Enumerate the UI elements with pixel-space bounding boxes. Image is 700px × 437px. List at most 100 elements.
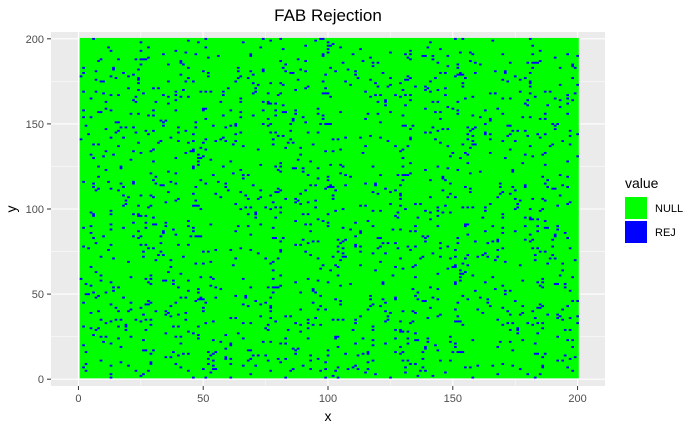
heatmap-cell-rej xyxy=(439,242,442,245)
heatmap-cell-rej xyxy=(464,225,467,228)
heatmap-cell-rej xyxy=(94,242,98,245)
heatmap-cell-rej xyxy=(404,371,407,374)
heatmap-cell-rej xyxy=(204,322,208,325)
heatmap-cell-rej xyxy=(561,184,565,187)
heatmap-cell-rej xyxy=(194,300,198,302)
heatmap-cell-rej xyxy=(89,211,93,214)
heatmap-cell-rej xyxy=(102,155,105,158)
heatmap-cell-rej xyxy=(281,237,285,239)
heatmap-cell-rej xyxy=(386,242,390,245)
heatmap-cell-rej xyxy=(324,87,327,90)
heatmap-cell-rej xyxy=(154,182,158,185)
heatmap-cell-rej xyxy=(274,114,278,117)
heatmap-cell-rej xyxy=(251,354,255,357)
heatmap-cell-rej xyxy=(546,262,550,265)
heatmap-cell-rej xyxy=(271,226,275,229)
heatmap-cell-rej xyxy=(339,300,342,302)
heatmap-cell-rej xyxy=(234,123,238,125)
heatmap-cell-rej xyxy=(424,347,427,350)
heatmap-cell-rej xyxy=(152,114,155,117)
heatmap-cell-rej xyxy=(384,187,387,190)
heatmap-cell-rej xyxy=(301,167,305,170)
heatmap-cell-rej xyxy=(366,368,370,371)
heatmap-cell-rej xyxy=(371,344,375,347)
heatmap-cell-rej xyxy=(431,126,435,129)
heatmap-cell-rej xyxy=(244,296,248,299)
heatmap-cell-rej xyxy=(306,174,310,177)
heatmap-cell-rej xyxy=(189,150,193,153)
heatmap-cell-rej xyxy=(399,346,402,348)
heatmap-cell-rej xyxy=(109,187,113,190)
heatmap-cell-rej xyxy=(476,364,480,367)
heatmap-cell-rej xyxy=(187,95,190,98)
heatmap-cell-rej xyxy=(109,320,113,323)
heatmap-cell-rej xyxy=(164,225,168,228)
heatmap-cell-rej xyxy=(566,175,570,178)
heatmap-cell-rej xyxy=(503,71,507,74)
heatmap-cell-rej xyxy=(496,255,500,258)
heatmap-cell-rej xyxy=(454,320,457,323)
heatmap-cell-rej xyxy=(531,197,535,200)
heatmap-cell-rej xyxy=(299,146,302,149)
heatmap-cell-rej xyxy=(461,73,465,76)
heatmap-cell-rej xyxy=(294,281,298,284)
heatmap-cell-rej xyxy=(306,327,310,330)
heatmap-cell-rej xyxy=(251,73,255,76)
heatmap-cell-rej xyxy=(164,310,168,313)
heatmap-cell-rej xyxy=(506,124,510,127)
heatmap-cell-rej xyxy=(326,213,330,216)
heatmap-cell-rej xyxy=(379,94,382,97)
heatmap-cell-rej xyxy=(187,352,190,355)
heatmap-cell-rej xyxy=(558,66,562,69)
heatmap-cell-rej xyxy=(553,235,557,238)
heatmap-cell-rej xyxy=(117,121,120,124)
heatmap-cell-rej xyxy=(127,87,130,90)
heatmap-cell-rej xyxy=(137,213,140,216)
y-tick-label: 200 xyxy=(26,34,44,46)
heatmap-cell-rej xyxy=(177,243,180,246)
heatmap-cell-rej xyxy=(551,187,555,190)
heatmap-cell-rej xyxy=(194,186,198,188)
heatmap-cell-rej xyxy=(454,346,457,348)
heatmap-cell-rej xyxy=(439,313,442,316)
heatmap-cell-rej xyxy=(92,214,95,217)
heatmap-cell-rej xyxy=(439,141,442,144)
heatmap-cell-rej xyxy=(204,376,208,379)
heatmap-cell-rej xyxy=(496,318,500,321)
heatmap-cell-rej xyxy=(172,351,175,354)
heatmap-cell-rej xyxy=(374,269,377,272)
heatmap-cell-rej xyxy=(561,269,565,272)
heatmap-cell-rej xyxy=(331,318,335,321)
heatmap-cell-rej xyxy=(344,184,347,187)
heatmap-cell-rej xyxy=(416,298,420,301)
heatmap-cell-rej xyxy=(431,54,435,57)
heatmap-cell-rej xyxy=(271,291,275,294)
heatmap-cell-rej xyxy=(276,191,280,194)
heatmap-cell-rej xyxy=(556,359,560,362)
heatmap-cell-rej xyxy=(241,277,245,280)
heatmap-cell-rej xyxy=(129,158,133,161)
heatmap-cell-rej xyxy=(246,213,250,216)
heatmap-cell-rej xyxy=(177,354,180,357)
heatmap-cell-rej xyxy=(488,138,492,141)
heatmap-cell-rej xyxy=(436,315,440,318)
heatmap-cell-rej xyxy=(371,61,375,64)
heatmap-cell-rej xyxy=(142,313,145,316)
heatmap-cell-rej xyxy=(424,131,427,134)
heatmap-cell-rej xyxy=(309,184,312,187)
heatmap-cell-rej xyxy=(209,260,213,263)
heatmap-cell-rej xyxy=(344,80,347,83)
heatmap-cell-rej xyxy=(239,131,243,134)
heatmap-cell-rej xyxy=(496,248,500,251)
heatmap-cell-rej xyxy=(399,328,402,331)
heatmap-cell-rej xyxy=(326,44,330,47)
heatmap-cell-rej xyxy=(162,231,165,234)
heatmap-cell-rej xyxy=(339,111,342,114)
heatmap-cell-rej xyxy=(488,92,492,95)
heatmap-cell-rej xyxy=(454,342,457,345)
heatmap-cell-rej xyxy=(566,94,570,97)
heatmap-cell-rej xyxy=(89,284,93,287)
heatmap-cell-rej xyxy=(384,252,387,255)
heatmap-cell-rej xyxy=(528,80,532,83)
heatmap-cell-rej xyxy=(424,107,427,110)
